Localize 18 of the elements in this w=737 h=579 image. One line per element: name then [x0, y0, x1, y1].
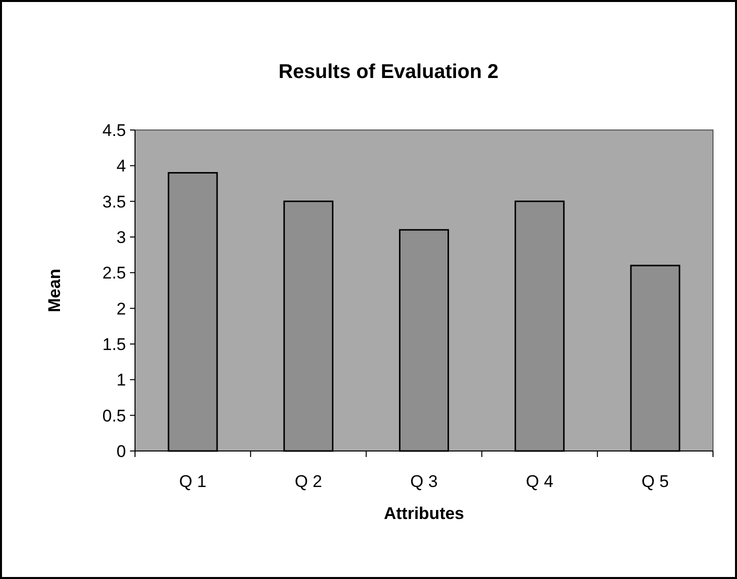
y-tick-label: 3.5 [102, 192, 126, 212]
y-tick-label: 2.5 [102, 264, 126, 283]
y-tick-label: 4 [116, 156, 126, 176]
y-tick-label: 3 [116, 228, 126, 247]
y-tick-label: 1 [116, 370, 126, 390]
y-axis-title: Mean [45, 268, 64, 312]
x-tick-label: Q 1 [179, 472, 207, 491]
x-tick-label: Q 4 [526, 472, 554, 491]
y-tick-label: 2 [116, 299, 126, 318]
x-tick-label: Q 3 [410, 472, 438, 491]
x-tick-label: Q 5 [641, 472, 669, 491]
y-tick-label: 0 [116, 442, 126, 461]
x-axis-title: Attributes [384, 504, 464, 523]
chart-title: Results of Evaluation 2 [278, 61, 499, 83]
y-tick-label: 1.5 [102, 334, 126, 354]
x-tick-label: Q 2 [294, 472, 322, 491]
y-tick-label: 0.5 [102, 406, 126, 426]
y-tick-label: 4.5 [102, 120, 126, 140]
